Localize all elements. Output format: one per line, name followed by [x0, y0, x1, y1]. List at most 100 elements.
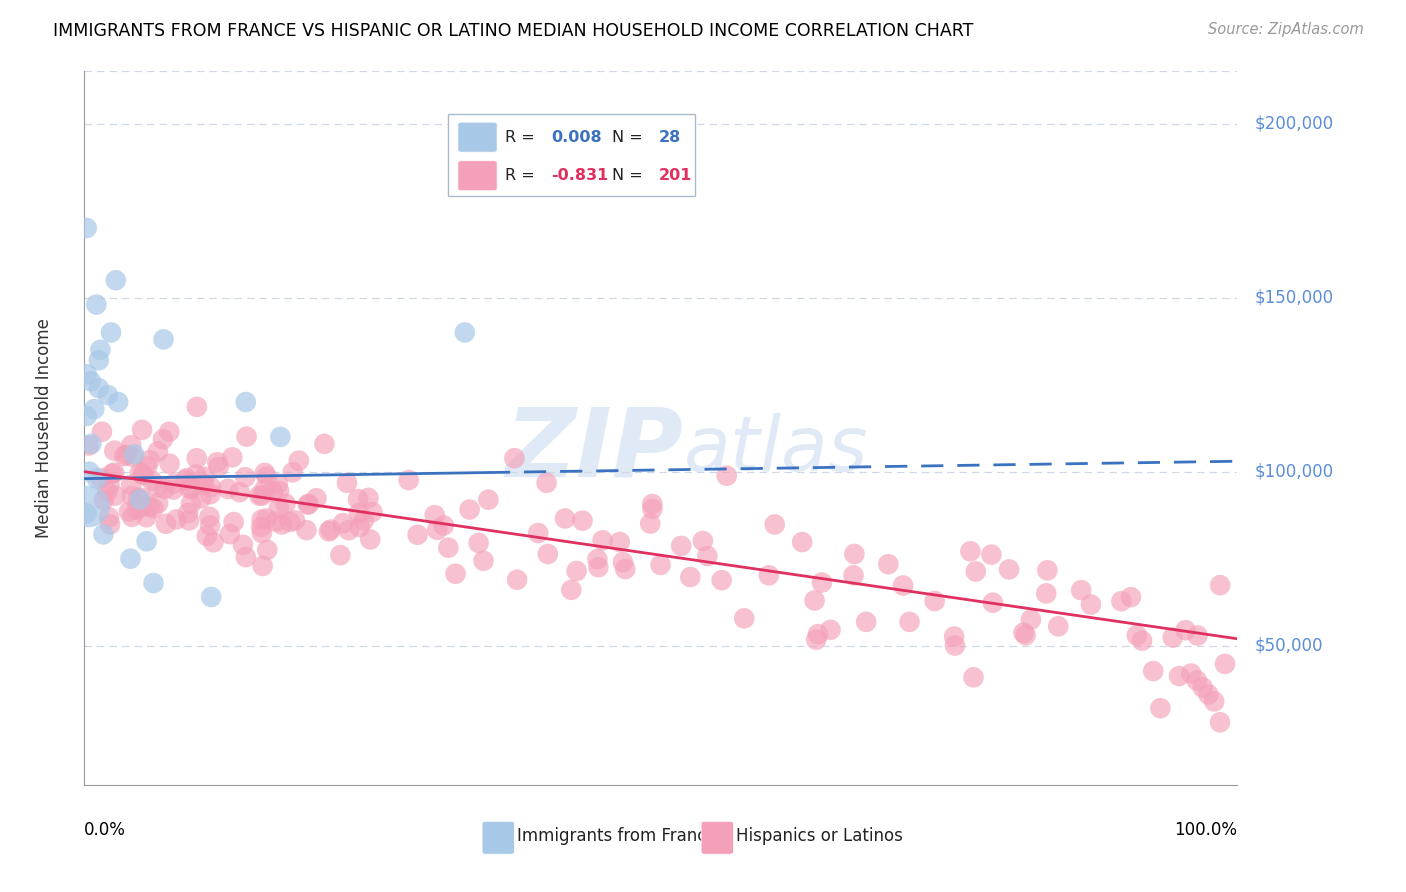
Point	[159, 457, 181, 471]
Point	[1036, 563, 1059, 577]
Point	[503, 451, 526, 466]
Point	[336, 475, 359, 490]
Point	[806, 632, 828, 647]
Point	[406, 527, 429, 541]
Point	[270, 517, 292, 532]
Point	[221, 450, 243, 465]
Point	[1149, 701, 1171, 715]
Point	[1111, 594, 1133, 608]
Point	[254, 511, 277, 525]
Point	[252, 558, 274, 573]
Point	[1080, 598, 1102, 612]
Text: R =: R =	[505, 129, 540, 145]
Text: $100,000: $100,000	[1254, 463, 1334, 481]
Point	[153, 482, 176, 496]
Point	[120, 478, 142, 492]
Point	[157, 425, 180, 439]
Point	[125, 502, 148, 516]
Point	[87, 353, 110, 368]
Point	[444, 566, 467, 581]
Point	[174, 473, 197, 487]
Point	[250, 525, 273, 540]
Point	[537, 547, 560, 561]
Point	[696, 549, 718, 563]
Point	[319, 523, 342, 537]
Point	[284, 513, 307, 527]
Point	[97, 388, 120, 402]
Point	[141, 474, 163, 488]
Point	[253, 482, 276, 496]
Point	[202, 535, 225, 549]
Point	[200, 487, 222, 501]
Point	[295, 523, 318, 537]
Point	[981, 596, 1004, 610]
Point	[267, 483, 290, 498]
Point	[90, 471, 112, 485]
Point	[80, 437, 103, 451]
Point	[181, 482, 204, 496]
Point	[1125, 628, 1147, 642]
Point	[423, 508, 446, 523]
Point	[347, 491, 370, 506]
Point	[146, 480, 169, 494]
Text: R =: R =	[505, 169, 540, 183]
Point	[710, 573, 733, 587]
Point	[361, 505, 384, 519]
Point	[186, 451, 208, 466]
Point	[253, 466, 276, 480]
Point	[138, 453, 160, 467]
Point	[76, 368, 98, 382]
Point	[135, 534, 157, 549]
Text: 201: 201	[658, 169, 692, 183]
Point	[1019, 613, 1042, 627]
Point	[692, 533, 714, 548]
Point	[190, 491, 212, 506]
Point	[177, 506, 200, 520]
Point	[792, 535, 814, 549]
Point	[898, 615, 921, 629]
Point	[472, 554, 495, 568]
Point	[891, 578, 914, 592]
Point	[128, 466, 150, 480]
FancyBboxPatch shape	[482, 822, 515, 855]
Point	[165, 512, 187, 526]
Point	[80, 374, 103, 388]
Point	[1185, 673, 1208, 688]
Text: Hispanics or Latinos: Hispanics or Latinos	[735, 828, 903, 846]
Point	[91, 425, 114, 439]
Point	[142, 501, 165, 516]
Point	[1047, 619, 1070, 633]
Point	[146, 444, 169, 458]
Point	[200, 480, 222, 494]
Point	[592, 533, 614, 548]
Point	[467, 536, 489, 550]
Point	[1168, 669, 1191, 683]
Point	[980, 548, 1002, 562]
Point	[1209, 578, 1232, 592]
Point	[758, 568, 780, 582]
Point	[136, 459, 159, 474]
Point	[877, 557, 900, 571]
Point	[180, 496, 202, 510]
Point	[347, 506, 370, 520]
Point	[179, 482, 201, 496]
Point	[122, 450, 145, 464]
Point	[217, 482, 239, 496]
Point	[943, 639, 966, 653]
Point	[77, 500, 100, 514]
Point	[588, 560, 610, 574]
Point	[565, 564, 588, 578]
Point	[235, 395, 257, 409]
Point	[359, 533, 381, 547]
Point	[96, 484, 118, 499]
Text: N =: N =	[613, 169, 648, 183]
Point	[264, 515, 287, 529]
Point	[1213, 657, 1236, 671]
Point	[281, 465, 304, 479]
Point	[83, 402, 105, 417]
Point	[437, 541, 460, 555]
FancyBboxPatch shape	[702, 822, 734, 855]
Point	[207, 460, 229, 475]
Point	[131, 500, 153, 514]
Point	[820, 623, 842, 637]
